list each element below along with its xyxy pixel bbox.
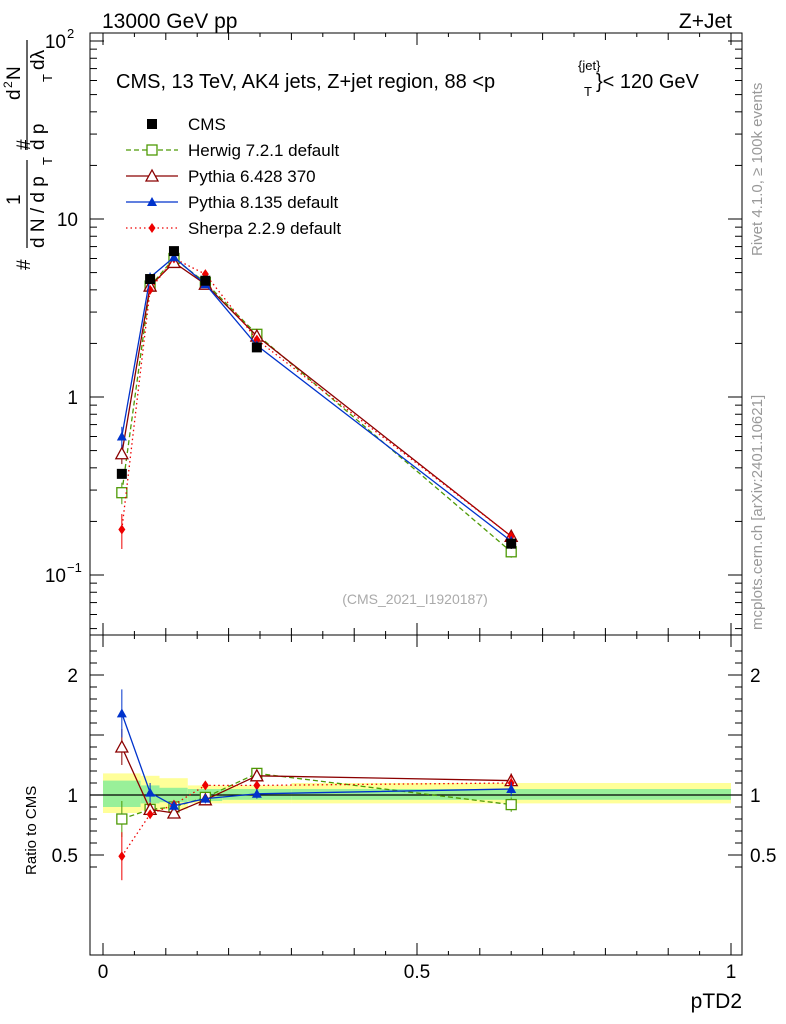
marker-square [116,468,127,479]
ratio-tick-label-right: 0.5 [750,846,776,867]
svg-text:1: 1 [4,194,25,205]
x-tick-label: 0.5 [404,962,430,983]
marker-triangle [251,788,262,798]
svg-text:}< 120 GeV: }< 120 GeV [596,71,700,93]
x-tick-label: 0 [98,962,109,983]
y-tick-exponent: 2 [67,26,74,41]
y-tick-label: 10 [45,566,66,587]
marker-diamond [118,524,126,535]
main-ylabel: # 1 d N / d p T # d 2 N d p T dλ [1,40,55,270]
marker-square [147,119,157,129]
series-line [121,257,512,537]
marker-open-triangle [114,446,129,460]
watermark: (CMS_2021_I1920187) [342,591,488,607]
marker-open-triangle [114,739,129,753]
marker-triangle [116,708,127,718]
ratio-tick-label-left: 1 [67,786,78,807]
ratio-tick-label-left: 0.5 [52,846,78,867]
svg-text:d N / d p: d N / d p [28,176,49,248]
marker-diamond [201,780,209,791]
legend-entry: CMS [147,115,226,134]
series-line [121,261,512,537]
marker-diamond [253,780,261,791]
svg-text:{jet}: {jet} [578,58,601,73]
header-right: Z+Jet [679,10,732,33]
legend-entry: Herwig 7.2.1 default [126,141,339,160]
legend-entry: Sherpa 2.2.9 default [126,219,341,238]
marker-triangle [116,431,127,441]
y-tick-exponent: −1 [67,560,82,575]
svg-text:CMS, 13 TeV, AK4 jets, Z+jet r: CMS, 13 TeV, AK4 jets, Z+jet region, 88 … [116,71,495,93]
legend-label: Sherpa 2.2.9 default [188,219,341,238]
marker-open-square [116,487,128,499]
svg-text:#: # [14,139,35,150]
legend-label: CMS [188,115,226,134]
ratio-tick-label-right: 2 [750,666,761,687]
marker-triangle [147,197,157,206]
marker-triangle [506,784,517,793]
ratio-line [121,713,512,807]
marker-diamond [146,809,154,820]
series-line [121,257,512,553]
svg-text:T: T [584,84,592,99]
series-line [121,256,512,542]
mcplots-label: mcplots.cern.ch [arXiv:2401.10621] [749,395,766,630]
svg-text:T: T [40,157,55,165]
marker-open-square [116,813,128,825]
ratio-line [121,782,512,857]
marker-square [168,246,179,257]
series-pythia-6-428-370 [114,255,519,542]
marker-triangle [168,800,179,810]
header-left: 13000 GeV pp [102,10,237,33]
ratio-ylabel: Ratio to CMS [23,786,40,875]
marker-triangle [168,252,179,262]
series-herwig-7-2-1-default [116,252,517,558]
marker-triangle [200,793,211,803]
rivet-label: Rivet 4.1.0, ≥ 100k events [749,83,766,256]
svg-text:2: 2 [1,81,15,88]
legend-entry: Pythia 6.428 370 [126,167,316,186]
y-tick-label: 10 [57,210,78,231]
y-tick-label: 1 [67,388,78,409]
marker-diamond [253,334,261,345]
legend-label: Pythia 6.428 370 [188,167,316,186]
svg-text:d: d [4,89,25,100]
ratio-tick-label-left: 2 [67,666,78,687]
marker-diamond [118,851,126,862]
marker-open-triangle [166,805,182,819]
marker-open-square [146,144,158,156]
x-tick-label: 1 [726,962,737,983]
series-cms [116,246,517,549]
marker-diamond [148,223,156,233]
svg-text:N: N [4,66,25,80]
legend-entry: Pythia 8.135 default [126,193,339,212]
marker-triangle [145,787,156,797]
ratio-series-pythia-8-135-default [116,689,517,811]
marker-square [251,342,262,353]
x-axis-label: pTD2 [691,990,742,1013]
marker-open-triangle [144,168,160,182]
svg-text:d p: d p [28,124,49,150]
ratio-tick-label-right: 1 [750,786,761,807]
marker-open-square [505,798,517,811]
legend-label: Pythia 8.135 default [188,193,339,212]
svg-text:dλ: dλ [28,49,49,70]
y-tick-label: 10 [45,32,66,53]
svg-text:T: T [40,74,55,82]
series-pythia-8-135-default [116,252,517,547]
legend-label: Herwig 7.2.1 default [188,141,339,160]
marker-square [506,538,517,549]
marker-square [200,275,211,286]
chart-title: CMS, 13 TeV, AK4 jets, Z+jet region, 88 … [116,58,700,99]
svg-text:#: # [14,259,35,270]
marker-square [145,274,156,285]
ratio-line [121,746,512,814]
